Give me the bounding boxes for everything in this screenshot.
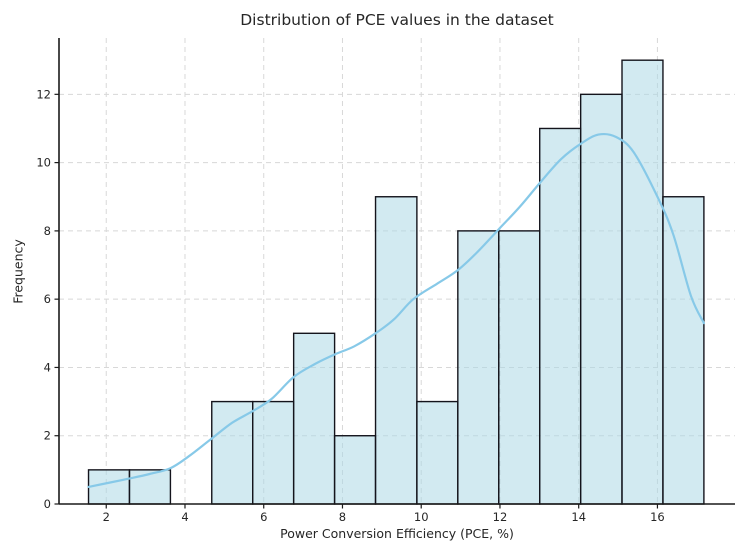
histogram-bar — [621, 59, 664, 505]
histogram-bar — [374, 196, 418, 505]
y-tick-label: 2 — [44, 429, 51, 443]
histogram-bar — [579, 93, 623, 505]
kde-curve — [87, 132, 705, 488]
x-tick-label: 10 — [414, 510, 429, 524]
histogram-bar — [333, 435, 377, 505]
histogram-bar — [457, 230, 500, 505]
x-tick-label: 6 — [260, 510, 267, 524]
x-tick-label: 2 — [103, 510, 110, 524]
x-tick-label: 12 — [493, 510, 508, 524]
x-tick-label: 8 — [339, 510, 346, 524]
histogram-bar — [662, 196, 705, 505]
histogram-bar — [498, 230, 541, 505]
y-tick-label: 12 — [36, 87, 51, 101]
x-tick-label: 16 — [650, 510, 665, 524]
chart-title: Distribution of PCE values in the datase… — [240, 11, 554, 29]
y-tick-label: 4 — [44, 360, 51, 374]
histogram-bar — [87, 469, 131, 505]
y-tick-label: 8 — [44, 224, 51, 238]
x-tick-label: 14 — [571, 510, 586, 524]
histogram-bar — [252, 400, 295, 505]
histogram-bar — [128, 469, 172, 505]
y-tick-label: 6 — [44, 292, 51, 306]
y-axis-label: Frequency — [10, 239, 26, 304]
histogram-bar — [211, 400, 254, 505]
histogram-bar — [292, 332, 336, 505]
histogram-bar — [416, 400, 459, 505]
x-axis-label: Power Conversion Efficiency (PCE, %) — [280, 526, 514, 541]
histogram-bar — [539, 127, 582, 505]
y-tick-label: 10 — [36, 156, 51, 170]
y-tick-label: 0 — [44, 497, 51, 511]
x-tick-label: 4 — [181, 510, 188, 524]
